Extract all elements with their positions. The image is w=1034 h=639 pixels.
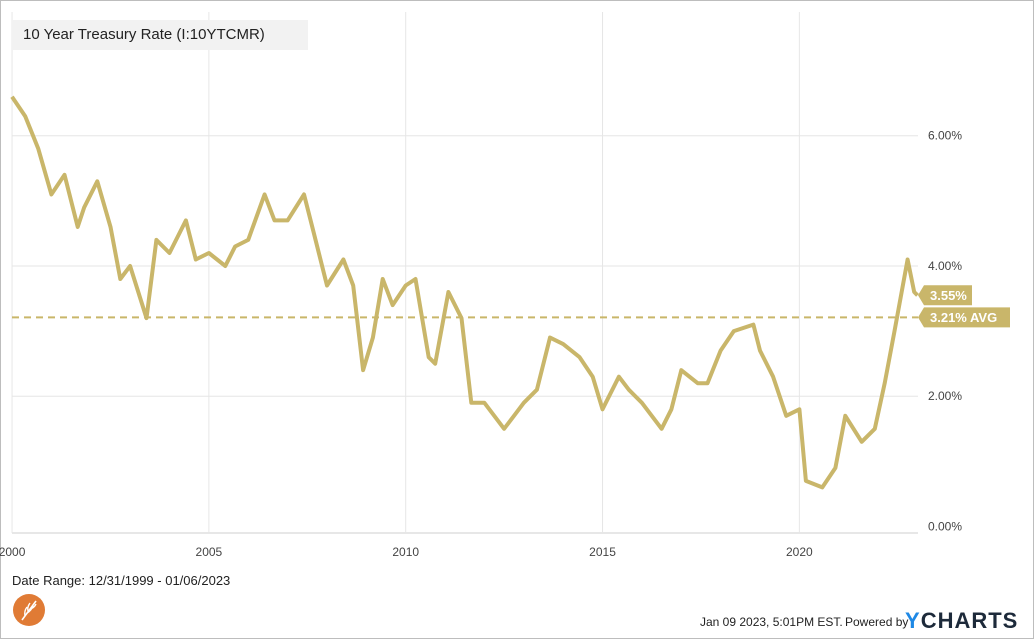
x-tick-label: 2020 xyxy=(786,545,813,559)
powered-by-label: Powered by xyxy=(845,615,909,629)
x-tick-label: 2000 xyxy=(0,545,26,559)
y-tick-label: 2.00% xyxy=(928,389,962,403)
y-tick-label: 4.00% xyxy=(928,259,962,273)
timestamp: Jan 09 2023, 5:01PM EST. xyxy=(700,615,843,629)
x-tick-label: 2015 xyxy=(589,545,616,559)
brand-rest: CHARTS xyxy=(920,608,1019,633)
series-line-10y-treasury[interactable] xyxy=(10,95,919,490)
average-value-label: 3.21% AVG xyxy=(918,307,1010,328)
brand-y: Y xyxy=(905,608,921,633)
average-value-label-text: 3.21% AVG xyxy=(930,310,997,325)
y-tick-label: 0.00% xyxy=(928,519,962,533)
legend-label: 10 Year Treasury Rate (I:10YTCMR) xyxy=(23,26,265,43)
ycharts-brand[interactable]: YCHARTS xyxy=(905,608,1018,634)
legend-entry[interactable]: 10 Year Treasury Rate (I:10YTCMR) xyxy=(13,20,308,50)
wheat-logo-icon xyxy=(13,594,45,626)
last-value-label: 3.55% xyxy=(918,285,972,306)
y-tick-label: 6.00% xyxy=(928,129,962,143)
x-tick-label: 2010 xyxy=(392,545,419,559)
x-tick-label: 2005 xyxy=(196,545,223,559)
last-value-label-text: 3.55% xyxy=(930,288,967,303)
date-range: Date Range: 12/31/1999 - 01/06/2023 xyxy=(12,573,231,588)
